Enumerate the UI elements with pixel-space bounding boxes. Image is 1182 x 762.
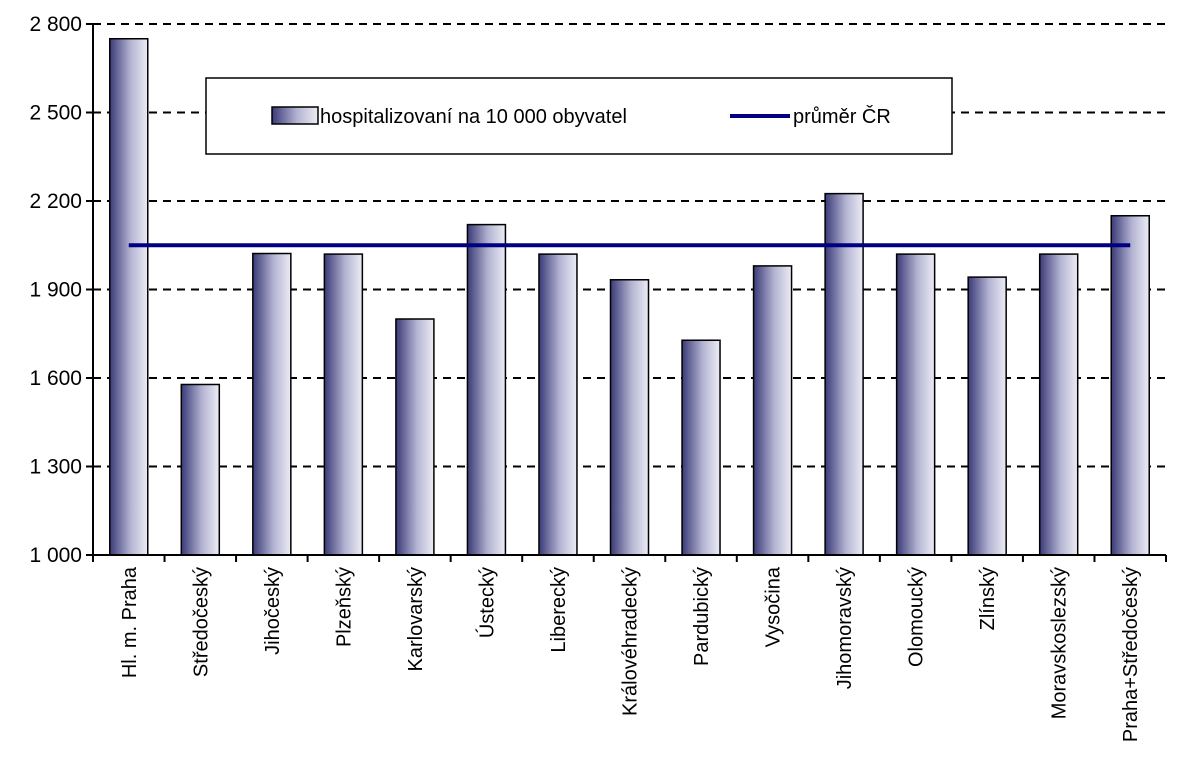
bar — [252, 252, 292, 556]
category-label: Plzeňský — [333, 567, 355, 647]
bar — [824, 192, 864, 556]
bar — [109, 38, 149, 556]
bar — [323, 253, 364, 556]
legend-bar-swatch — [271, 106, 319, 125]
category-label: Liberecký — [548, 567, 570, 653]
y-tick-label: 1 300 — [29, 456, 82, 479]
bar — [1038, 253, 1079, 556]
bar — [681, 339, 721, 556]
legend: hospitalizovaní na 10 000 obyvatel průměr… — [205, 77, 953, 155]
category-label: Olomoucký — [906, 567, 928, 667]
category-label: Praha+Středočeský — [1120, 567, 1142, 742]
category-label: Zlínský — [977, 567, 999, 630]
bar — [609, 279, 650, 556]
legend-box — [205, 77, 953, 155]
category-label: Středočeský — [190, 567, 212, 677]
y-tick-label: 2 800 — [29, 13, 82, 36]
y-tick-label: 2 200 — [29, 190, 82, 213]
category-label: Královéhradecký — [620, 567, 642, 716]
bar — [395, 318, 435, 556]
category-label: Jihočeský — [262, 567, 284, 655]
legend-label-bars: hospitalizovaní na 10 000 obyvatel — [320, 106, 627, 128]
y-tick-label: 1 000 — [29, 544, 82, 567]
bar — [466, 223, 507, 556]
category-label: Jihomoravský — [834, 567, 856, 689]
category-label: Hl. m. Praha — [119, 566, 141, 678]
bar — [967, 276, 1007, 556]
bar — [180, 383, 221, 556]
y-tick-label: 1 900 — [29, 279, 82, 302]
bar — [538, 253, 578, 556]
category-label: Karlovarský — [405, 567, 427, 671]
bars — [109, 38, 1150, 556]
bar — [1110, 215, 1150, 556]
bar — [752, 265, 793, 556]
category-label: Pardubický — [691, 567, 713, 666]
category-label: Moravskoslezský — [1049, 567, 1071, 719]
y-tick-label: 1 600 — [29, 367, 82, 390]
y-tick-label: 2 500 — [29, 102, 82, 125]
legend-label-average: průměr ČR — [793, 105, 891, 128]
category-label: Vysočina — [763, 566, 785, 647]
axes: 1 000 1 300 1 600 1 900 2 200 2 500 2 800 Hl. m… — [29, 13, 1167, 742]
category-label: Ústecký — [475, 567, 498, 638]
bar — [895, 253, 936, 556]
